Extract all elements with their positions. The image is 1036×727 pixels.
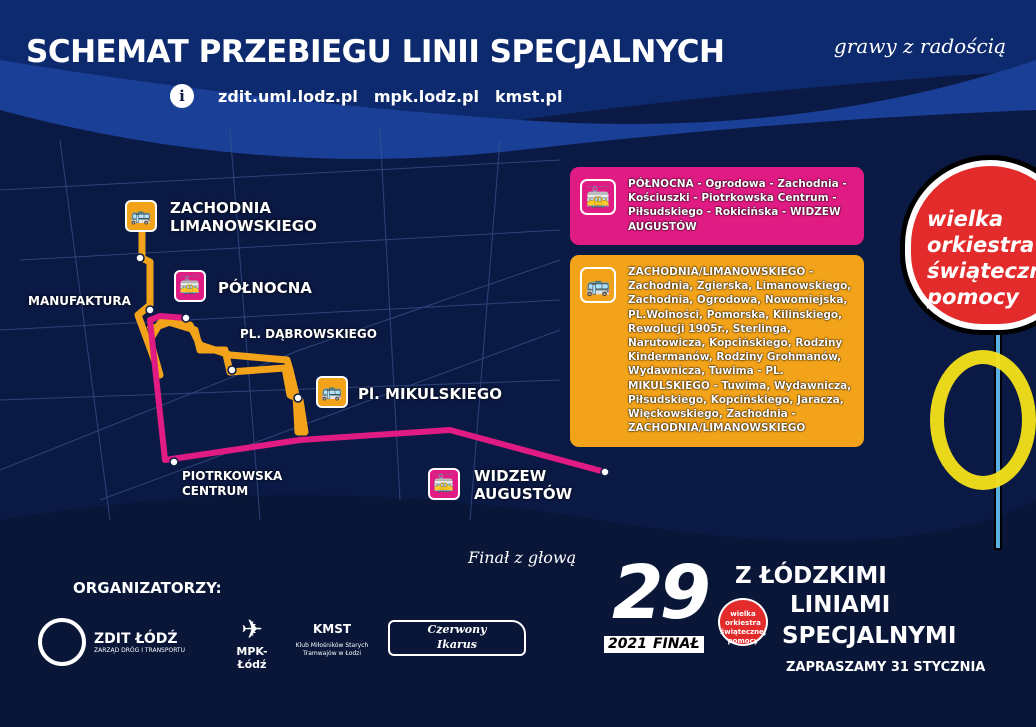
promo-line-1: Z ŁÓDZKIMI [735, 563, 887, 589]
stop-zachodnia: ZACHODNIA LIMANOWSKIEGO [170, 199, 317, 235]
stop-markers [135, 253, 610, 477]
zdit-logo: ZDIT ŁÓDŹ ZARZĄD DRÓG I TRANSPORTU [38, 618, 185, 666]
stop-manufaktura: MANUFAKTURA [28, 294, 131, 308]
stop-dabrowskiego: PL. DĄBROWSKIEGO [240, 327, 377, 341]
bus-route-text: ZACHODNIA/LIMANOWSKIEGO - Zachodnia, Zgi… [628, 266, 852, 435]
signature: Finał z głową [468, 548, 577, 567]
tram-icon: 🚋 [174, 270, 206, 302]
bus-route-box: 🚌 ZACHODNIA/LIMANOWSKIEGO - Zachodnia, Z… [570, 255, 864, 447]
tram-route-box: 🚋 PÓŁNOCNA - Ogrodowa - Zachodnia - Kośc… [570, 167, 864, 245]
tram-route-text: PÓŁNOCNA - Ogrodowa - Zachodnia - Kościu… [628, 178, 847, 233]
info-icon: i [170, 84, 194, 108]
tram-icon: 🚋 [428, 468, 460, 500]
bus-icon: 🚌 [316, 376, 348, 408]
organizers-label: ORGANIZATORZY: [73, 579, 222, 597]
tram-icon: 🚋 [580, 179, 616, 215]
promo-date: ZAPRASZAMY 31 STYCZNIA [786, 660, 986, 675]
final-number: 29 [612, 550, 711, 636]
street-grid [0, 129, 561, 521]
wosp-heart-logo: wielka orkiestra świątecznej pomocy [718, 598, 768, 646]
stop-polnocna: PÓŁNOCNA [218, 279, 312, 297]
bus-icon: 🚌 [580, 267, 616, 303]
links-bar: i zdit.uml.lodz.pl mpk.lodz.pl kmst.pl [170, 84, 562, 108]
page-title: SCHEMAT PRZEBIEGU LINII SPECJALNYCH [26, 34, 725, 70]
mpk-logo: ✈ MPK-Łódź [236, 615, 268, 671]
final-badge: 2021 FINAŁ [604, 636, 704, 653]
promo-line-3: SPECJALNYMI [782, 623, 957, 649]
kmst-logo: KMST Klub Miłośników Starych Tramwajów w … [295, 622, 369, 657]
bus-route-line [134, 220, 309, 436]
bus-icon: 🚌 [125, 200, 157, 232]
link[interactable]: zdit.uml.lodz.pl [218, 86, 358, 106]
ikarus-logo: Czerwony Ikarus [388, 620, 526, 656]
tram-route-line [147, 313, 606, 475]
link[interactable]: mpk.lodz.pl [373, 86, 479, 106]
link[interactable]: kmst.pl [494, 86, 563, 106]
stop-widzew: WIDZEW AUGUSTÓW [474, 467, 573, 503]
stop-mikulskiego: Pl. MIKULSKIEGO [358, 385, 502, 403]
slogan: grawy z radością [833, 34, 1006, 58]
promo-line-2: LINIAMI [790, 592, 891, 618]
yellow-ribbon [930, 350, 1036, 490]
stop-piotrkowska: PIOTRKOWSKA CENTRUM [182, 469, 283, 498]
